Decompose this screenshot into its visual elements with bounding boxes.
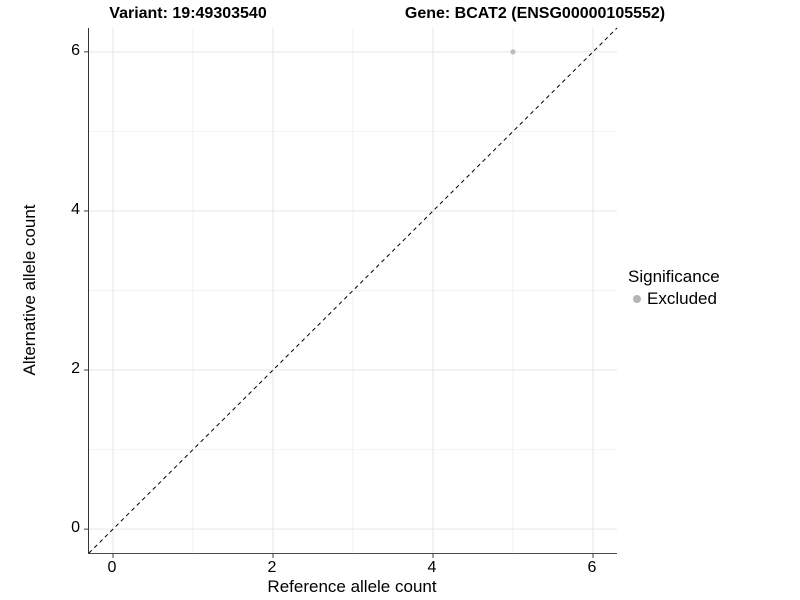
legend-point-icon <box>633 295 641 303</box>
x-tick-label: 4 <box>427 559 437 576</box>
plot-title-gene: Gene: BCAT2 (ENSG00000105552) <box>404 5 666 22</box>
y-tick-label: 0 <box>71 519 80 537</box>
plot-panel <box>84 27 618 558</box>
plot-area-svg <box>84 27 618 558</box>
x-axis-title: Reference allele count <box>267 577 437 596</box>
y-axis-title: Alternative allele count <box>20 204 39 376</box>
x-tick-label: 6 <box>587 559 597 576</box>
legend-entry-excluded: Excluded <box>628 289 720 309</box>
legend: Significance Excluded <box>628 267 720 309</box>
data-point <box>510 49 516 55</box>
x-tick-label: 2 <box>267 559 277 576</box>
y-tick-label: 6 <box>71 41 80 59</box>
x-tick-label: 0 <box>107 559 117 576</box>
y-tick-label: 4 <box>71 200 80 218</box>
legend-entry-label: Excluded <box>647 289 717 308</box>
plot-title-variant: Variant: 19:49303540 <box>109 5 267 22</box>
y-tick-label: 2 <box>71 360 80 378</box>
legend-title: Significance <box>628 267 720 286</box>
